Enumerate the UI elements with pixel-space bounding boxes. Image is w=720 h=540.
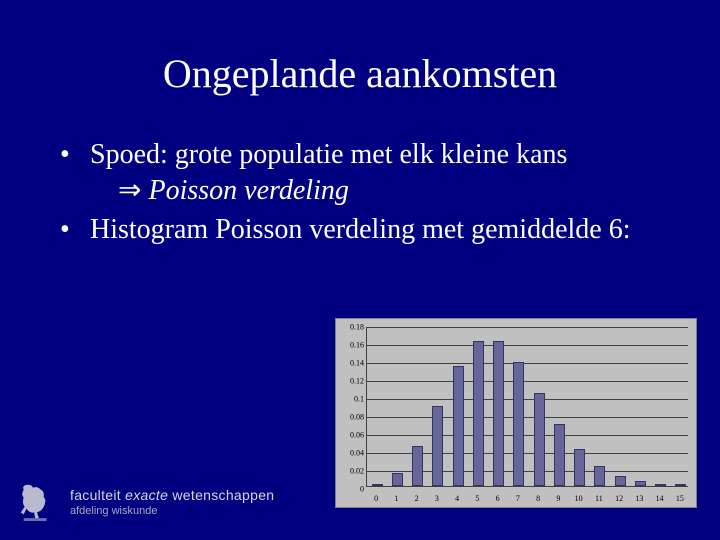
bullet-2-text: Histogram Poisson verdeling met gemiddel… — [90, 212, 680, 247]
chart-bar — [453, 366, 464, 487]
chart-bar — [635, 481, 646, 486]
chart-gridline — [367, 399, 688, 400]
chart-bar — [534, 393, 545, 486]
chart-xtick: 1 — [394, 494, 398, 503]
chart-bar — [412, 446, 423, 486]
chart-ytick: 0.14 — [340, 359, 364, 368]
chart-ytick: 0.12 — [340, 377, 364, 386]
chart-xtick: 4 — [455, 494, 459, 503]
chart-ytick: 0.02 — [340, 467, 364, 476]
bullet-1: • Spoed: grote populatie met elk kleine … — [60, 137, 680, 208]
chart-xtick: 11 — [595, 494, 603, 503]
chart-bar — [594, 466, 605, 486]
chart-bar — [675, 484, 686, 486]
slide-title: Ongeplande aankomsten — [0, 0, 720, 137]
chart-xtick: 0 — [374, 494, 378, 503]
chart-bar — [655, 484, 666, 486]
chart-bar — [615, 476, 626, 486]
faculty-prefix: faculteit — [70, 487, 125, 503]
chart-ytick: 0.06 — [340, 431, 364, 440]
chart-ytick: 0 — [340, 485, 364, 494]
implies-arrow-icon: ⇒ — [118, 174, 141, 205]
chart-xtick: 14 — [656, 494, 664, 503]
bullet-marker: • — [60, 137, 90, 208]
chart-gridline — [367, 417, 688, 418]
footer: faculteit exacte wetenschappen afdeling … — [18, 482, 274, 522]
chart-gridline — [367, 345, 688, 346]
chart-xtick: 13 — [635, 494, 643, 503]
chart-xtick: 15 — [676, 494, 684, 503]
bullet-text: Spoed: grote populatie met elk kleine ka… — [90, 137, 680, 208]
chart-gridline — [367, 381, 688, 382]
bullet-1-sub: Poisson verdeling — [148, 175, 348, 206]
chart-xtick: 3 — [435, 494, 439, 503]
chart-xtick: 5 — [475, 494, 479, 503]
chart-ytick: 0.1 — [340, 395, 364, 404]
chart-xtick: 10 — [575, 494, 583, 503]
chart-xtick: 12 — [615, 494, 623, 503]
faculty-em: exacte — [125, 487, 168, 503]
chart-xtick: 7 — [516, 494, 520, 503]
chart-bar — [513, 362, 524, 486]
chart-bar — [372, 484, 383, 486]
poisson-histogram: 00.020.040.060.080.10.120.140.160.180123… — [335, 318, 697, 508]
chart-xtick: 8 — [536, 494, 540, 503]
chart-bar — [554, 424, 565, 486]
chart-ytick: 0.18 — [340, 323, 364, 332]
chart-xtick: 6 — [496, 494, 500, 503]
chart-gridline — [367, 363, 688, 364]
chart-bar — [392, 473, 403, 486]
chart-ytick: 0.04 — [340, 449, 364, 458]
chart-plot-area — [366, 327, 688, 487]
bullet-2: • Histogram Poisson verdeling met gemidd… — [60, 212, 680, 247]
slide-content: • Spoed: grote populatie met elk kleine … — [0, 137, 720, 247]
chart-ytick: 0.08 — [340, 413, 364, 422]
chart-xtick: 2 — [415, 494, 419, 503]
chart-gridline — [367, 435, 688, 436]
faculty-line: faculteit exacte wetenschappen — [70, 487, 274, 503]
chart-ytick: 0.16 — [340, 341, 364, 350]
chart-gridline — [367, 327, 688, 328]
chart-bar — [493, 341, 504, 486]
griffin-logo-icon — [18, 482, 56, 522]
chart-bar — [473, 341, 484, 486]
faculty-rest: wetenschappen — [168, 487, 274, 503]
chart-xtick: 9 — [556, 494, 560, 503]
department-line: afdeling wiskunde — [70, 505, 274, 517]
footer-text: faculteit exacte wetenschappen afdeling … — [70, 487, 274, 517]
bullet-1-text: Spoed: grote populatie met elk kleine ka… — [90, 139, 567, 170]
bullet-marker: • — [60, 212, 90, 247]
chart-bar — [432, 406, 443, 486]
chart-bar — [574, 449, 585, 486]
